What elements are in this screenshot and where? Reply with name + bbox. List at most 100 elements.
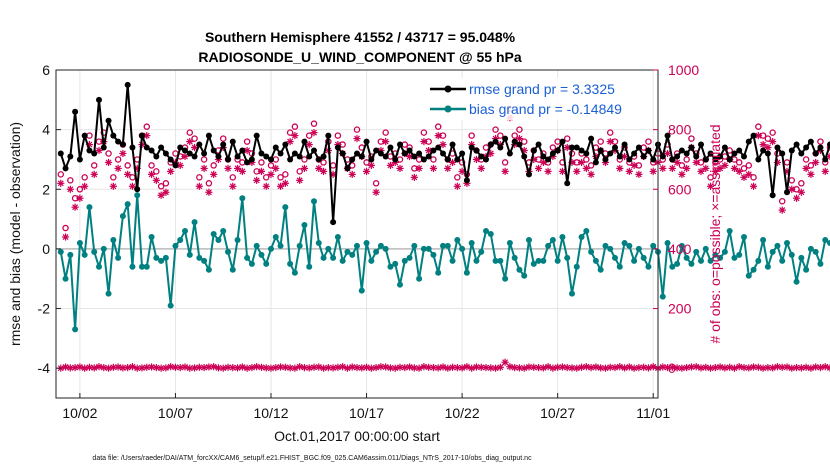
rmse-point	[483, 156, 489, 163]
rmse-point	[320, 153, 327, 160]
bias-point	[764, 263, 771, 270]
obs-count-point	[506, 363, 514, 371]
rmse-point	[573, 144, 580, 151]
bias-point	[282, 204, 289, 211]
rmse-point	[478, 153, 485, 160]
obs-assimilated-point	[678, 170, 686, 178]
y-tick-label: 2	[42, 181, 50, 197]
obs-count-point	[730, 364, 739, 372]
obs-count-point	[372, 363, 380, 372]
obs-possible-point	[769, 129, 776, 136]
obs-assimilated-point	[181, 152, 189, 161]
rmse-point	[650, 156, 657, 163]
obs-assimilated-point	[362, 167, 371, 175]
bias-point	[177, 236, 184, 243]
bias-point	[296, 242, 303, 249]
bias-point	[516, 266, 523, 273]
obs-count-point	[644, 364, 653, 372]
obs-assimilated-point	[501, 167, 509, 175]
rmse-point	[793, 141, 800, 148]
rmse-point	[798, 150, 805, 157]
obs-assimilated-point	[367, 161, 375, 170]
rmse-point	[635, 144, 642, 151]
obs-possible-point	[688, 135, 695, 142]
obs-possible-point	[148, 162, 155, 169]
obs-possible-point	[196, 174, 203, 181]
obs-assimilated-point	[124, 170, 132, 178]
rmse-point	[158, 144, 165, 151]
bias-point	[602, 242, 609, 249]
bias-point	[664, 239, 671, 246]
bias-point	[377, 242, 384, 249]
x-axis: 10/02 10/07 10/12 10/17 10/22 10/27 11/01	[62, 393, 670, 421]
bias-point	[683, 254, 690, 261]
obs-assimilated-point	[812, 158, 820, 167]
rmse-point	[554, 147, 561, 154]
rmse-point	[315, 156, 322, 163]
obs-count-point	[601, 364, 610, 372]
rmse-point	[244, 159, 251, 166]
rmse-point	[640, 153, 647, 160]
obs-possible-point	[191, 135, 198, 142]
obs-assimilated-point	[821, 167, 829, 175]
obs-count-point	[706, 364, 715, 372]
obs-count-point	[90, 364, 98, 372]
obs-possible-point	[549, 144, 557, 151]
rmse-point	[440, 150, 446, 157]
rmse-point	[693, 153, 700, 160]
obs-count-point	[754, 363, 762, 371]
rmse-point	[463, 177, 470, 184]
rmse-point	[406, 147, 413, 154]
rmse-point	[779, 150, 786, 157]
obs-possible-point	[454, 174, 461, 181]
obs-possible-point	[353, 126, 361, 133]
rmse-point	[334, 144, 341, 151]
obs-assimilated-point	[769, 137, 777, 146]
footnote: data file: /Users/raeder/DAI/ATM_forcXX/…	[92, 455, 532, 462]
bias-point	[659, 293, 666, 300]
rmse-point	[784, 189, 790, 196]
obs-count-point	[181, 363, 189, 371]
rmse-point	[674, 153, 681, 160]
rmse-point	[358, 153, 365, 160]
obs-assimilated-point	[735, 167, 743, 175]
rmse-point	[521, 153, 528, 160]
rmse-point	[72, 108, 79, 115]
obs-possible-point	[305, 132, 313, 139]
bias-point	[76, 239, 83, 246]
y-tick-label: 0	[42, 241, 50, 257]
rmse-point	[229, 138, 236, 145]
obs-assimilated-point	[205, 188, 213, 196]
obs-possible-point	[200, 156, 208, 163]
bias-point	[363, 239, 370, 246]
rmse-point	[401, 150, 408, 157]
y2-tick-label: 800	[668, 122, 692, 138]
bias-point	[573, 263, 580, 270]
obs-assimilated-point	[276, 182, 285, 190]
obs-assimilated-point	[740, 173, 748, 181]
obs-count-point	[267, 364, 275, 372]
bias-point	[698, 257, 704, 264]
obs-assimilated-point	[477, 164, 485, 172]
bias-point	[115, 254, 122, 261]
obs-possible-point	[817, 138, 824, 145]
bias-point	[640, 254, 647, 261]
obs-possible-point	[511, 132, 518, 139]
rmse-point	[115, 138, 122, 145]
obs-assimilated-point	[300, 164, 309, 172]
rmse-point	[602, 156, 609, 163]
bias-point	[110, 236, 117, 243]
obs-assimilated-point	[625, 167, 633, 175]
obs-assimilated-point	[759, 140, 767, 149]
bias-point	[153, 254, 160, 261]
legend-box	[426, 78, 652, 120]
obs-possible-point	[57, 171, 65, 178]
bias-point	[354, 242, 360, 249]
rmse-point	[354, 150, 360, 157]
bias-point	[721, 248, 728, 255]
obs-count-point	[539, 364, 547, 372]
rmse-point	[196, 141, 203, 148]
rmse-point	[100, 144, 107, 151]
obs-count-point	[625, 363, 633, 371]
